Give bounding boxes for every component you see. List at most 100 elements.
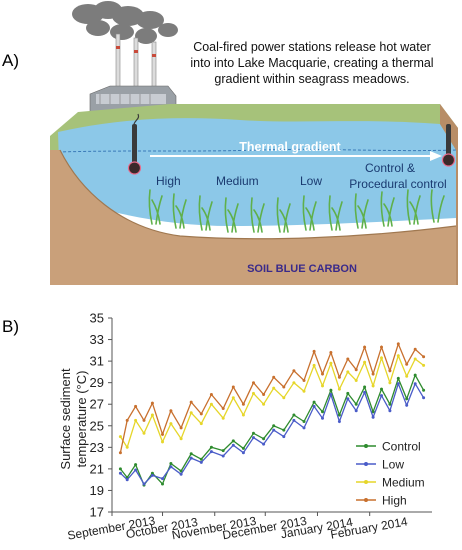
legend-label-low: Low (382, 458, 404, 472)
data-point-control (199, 457, 203, 461)
legend-label-medium: Medium (382, 476, 425, 490)
data-point-medium (179, 437, 183, 441)
data-point-low (282, 435, 286, 439)
data-point-low (272, 428, 276, 432)
data-point-high (241, 402, 245, 406)
data-point-high (161, 432, 164, 436)
data-point-control (189, 452, 193, 456)
data-point-control (282, 428, 286, 432)
data-point-control (346, 391, 350, 395)
data-point-high (125, 418, 129, 422)
data-point-low (134, 468, 138, 472)
data-point-low (346, 397, 350, 401)
caption-line-1: Coal-fired power stations release hot wa… (193, 40, 431, 54)
data-point-medium (337, 387, 341, 391)
data-point-control (363, 385, 367, 389)
data-point-control (354, 402, 358, 406)
y-tick-label: 21 (90, 461, 104, 476)
data-point-low (221, 454, 225, 458)
data-point-high (142, 418, 146, 422)
data-point-low (312, 404, 316, 408)
y-axis-title-line-2: temperature (°C) (74, 371, 89, 468)
data-point-low (292, 418, 296, 422)
data-point-control (329, 388, 333, 392)
data-point-medium (346, 370, 350, 374)
data-point-high (209, 393, 213, 396)
soil-block (50, 150, 456, 285)
y-tick-label: 23 (90, 440, 104, 455)
data-point-low (189, 456, 193, 460)
data-point-control (150, 471, 154, 475)
thermometer-high-icon (127, 113, 142, 175)
data-point-control (302, 420, 306, 423)
data-point-low (252, 436, 255, 440)
data-point-control (337, 413, 341, 417)
data-point-high (199, 412, 203, 416)
panel-a-illustration: A) Co (2, 1, 458, 285)
data-point-high (302, 379, 306, 382)
data-point-control (321, 410, 324, 414)
data-point-medium (422, 363, 426, 367)
data-point-control (312, 400, 316, 404)
data-point-high (405, 362, 409, 366)
legend-marker-high (364, 498, 368, 502)
data-point-high (337, 375, 341, 379)
data-point-high (118, 451, 122, 455)
data-point-medium (302, 389, 306, 393)
y-tick-label: 17 (90, 505, 104, 520)
panel-a-label: A) (2, 51, 19, 70)
data-point-high (272, 375, 276, 379)
data-point-control (118, 467, 122, 471)
data-point-low (231, 443, 235, 447)
data-point-control (209, 445, 213, 449)
data-point-high (396, 342, 400, 346)
data-point-medium (150, 413, 154, 417)
power-station-icon (89, 33, 177, 113)
data-point-low (169, 465, 173, 469)
y-tick-label: 25 (90, 418, 104, 433)
data-point-medium (189, 411, 193, 415)
data-point-medium (354, 379, 358, 382)
soil-blue-carbon-label: SOIL BLUE CARBON (247, 263, 357, 275)
data-point-control (388, 402, 392, 406)
data-point-medium (363, 360, 367, 364)
data-point-low (371, 415, 375, 419)
control-label-line-1: Control & (365, 161, 415, 175)
data-point-low (354, 409, 358, 413)
data-point-medium (413, 357, 417, 361)
data-point-low (337, 420, 341, 423)
data-point-medium (282, 396, 286, 400)
data-point-medium (312, 363, 316, 367)
data-point-high (380, 345, 383, 349)
data-point-high (179, 426, 183, 430)
thermal-gradient-arrow-icon (150, 151, 442, 161)
data-point-medium (169, 422, 173, 426)
data-point-control (134, 463, 138, 467)
thermometer-control-icon (441, 124, 456, 167)
data-point-control (169, 462, 173, 465)
data-point-medium (292, 381, 296, 385)
zone-medium-label: Medium (216, 174, 259, 188)
data-point-control (396, 376, 400, 380)
data-point-medium (118, 435, 122, 439)
data-point-medium (161, 440, 164, 444)
data-point-control (292, 413, 296, 417)
data-point-high (329, 351, 333, 354)
control-label-line-2: Procedural control (349, 177, 446, 191)
data-point-high (134, 404, 138, 408)
data-point-control (272, 424, 276, 428)
data-point-low (388, 409, 392, 413)
data-point-medium (221, 416, 225, 420)
data-point-medium (199, 422, 203, 426)
data-point-low (199, 460, 203, 464)
data-point-control (252, 431, 255, 435)
data-point-low (118, 471, 122, 475)
data-point-control (422, 388, 426, 392)
data-point-medium (134, 418, 138, 422)
data-point-medium (272, 386, 276, 390)
data-point-low (413, 382, 417, 386)
data-point-low (209, 450, 213, 454)
data-point-medium (329, 361, 333, 365)
y-tick-label: 33 (90, 332, 104, 347)
